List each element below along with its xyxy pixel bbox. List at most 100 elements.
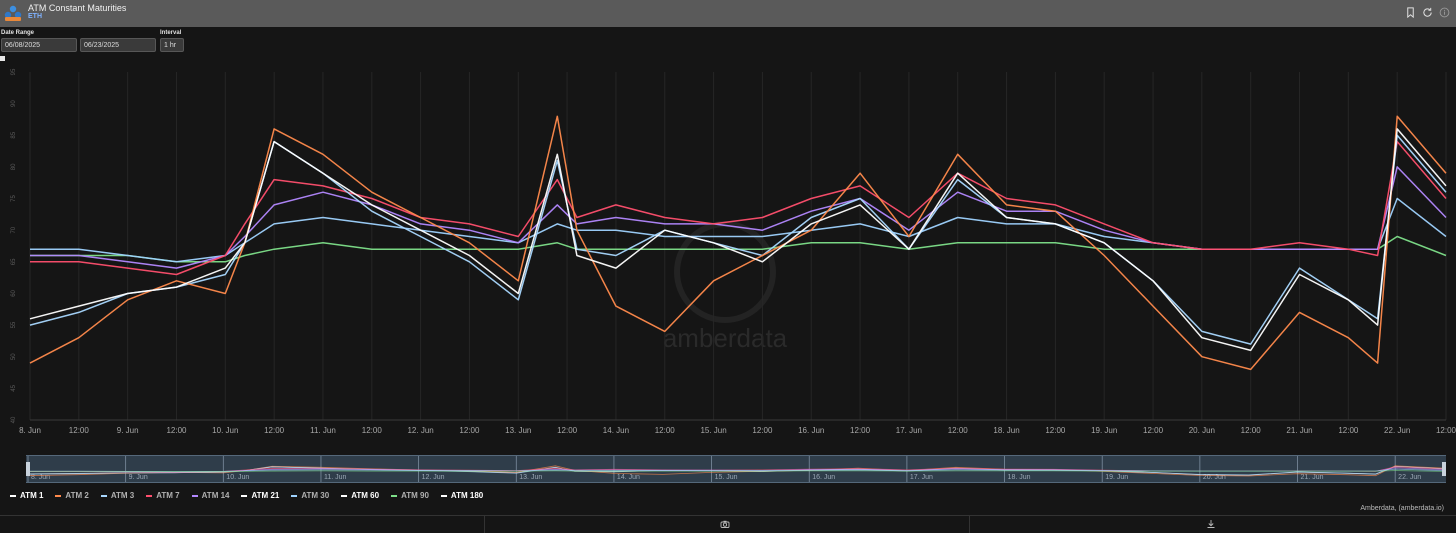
page-title: ATM Constant Maturities	[28, 3, 127, 13]
interval-select[interactable]: 1 hr	[160, 38, 184, 52]
navigator-series-atm-90	[28, 470, 1445, 473]
y-tick-label: 75	[11, 195, 17, 202]
x-tick-label: 22. Jun	[1384, 426, 1410, 435]
camera-icon[interactable]	[720, 519, 730, 529]
navigator-tick-label: 20. Jun	[1203, 474, 1226, 481]
legend-item-atm-21[interactable]: ATM 21	[241, 491, 279, 500]
y-tick-label: 55	[11, 321, 17, 328]
x-tick-label: 14. Jun	[603, 426, 629, 435]
legend-label: ATM 180	[450, 491, 484, 500]
legend-label: ATM 2	[65, 491, 89, 500]
watermark-logo	[674, 221, 776, 323]
x-tick-label: 12:00	[850, 426, 871, 435]
reset-zoom-handle[interactable]	[0, 56, 5, 61]
y-tick-label: 90	[11, 100, 17, 107]
y-tick-label: 80	[11, 163, 17, 170]
x-tick-label: 12:00	[264, 426, 285, 435]
navigator-tick-label: 10. Jun	[226, 474, 249, 481]
legend-swatch	[55, 494, 62, 497]
download-icon[interactable]	[1206, 519, 1216, 529]
bottom-toolbar	[0, 515, 1456, 533]
interval-label: Interval	[160, 30, 182, 36]
navigator-tick-label: 22. Jun	[1398, 474, 1421, 481]
x-tick-label: 12:00	[69, 426, 90, 435]
y-tick-label: 95	[11, 68, 17, 75]
x-tick-label: 13. Jun	[505, 426, 531, 435]
x-tick-label: 12:00	[655, 426, 676, 435]
download-cell[interactable]	[970, 516, 1456, 533]
refresh-icon[interactable]	[1422, 7, 1433, 18]
legend-label: ATM 60	[351, 491, 380, 500]
x-tick-label: 12:00	[948, 426, 969, 435]
navigator-tick-label: 9. Jun	[129, 474, 148, 481]
legend-item-atm-3[interactable]: ATM 3	[100, 491, 134, 500]
asset-subtitle: ETH	[28, 13, 42, 20]
legend-item-atm-14[interactable]: ATM 14	[191, 491, 230, 500]
date-range-label: Date Range	[1, 30, 35, 36]
navigator-tick-label: 8. Jun	[31, 474, 50, 481]
legend: ATM 1 ATM 2 ATM 3 ATM 7 ATM 14 ATM 21 AT…	[10, 491, 483, 500]
bottom-cell	[0, 516, 485, 533]
legend-item-atm-90[interactable]: ATM 90	[391, 491, 429, 500]
legend-label: ATM 14	[201, 491, 230, 500]
x-tick-label: 15. Jun	[700, 426, 726, 435]
y-tick-label: 70	[11, 226, 17, 233]
legend-label: ATM 30	[301, 491, 330, 500]
navigator[interactable]: 8. Jun 9. Jun 10. Jun 11. Jun 12. Jun 13. Jun…	[26, 455, 1446, 483]
legend-swatch	[341, 494, 348, 497]
legend-swatch	[146, 494, 153, 497]
y-tick-label: 40	[11, 416, 17, 423]
y-tick-label: 65	[11, 258, 17, 265]
navigator-tick-label: 21. Jun	[1301, 474, 1324, 481]
legend-label: ATM 1	[20, 491, 44, 500]
legend-swatch	[10, 494, 16, 497]
navigator-tick-label: 19. Jun	[1105, 474, 1128, 481]
legend-item-atm-2[interactable]: ATM 2	[55, 491, 89, 500]
x-tick-label: 21. Jun	[1286, 426, 1312, 435]
main-chart: amberdata 8. Jun 12:00 9. Jun 12:00 10. Jun 12…	[11, 68, 1456, 435]
x-tick-label: 12:00	[459, 426, 480, 435]
legend-item-atm-1[interactable]: ATM 1	[10, 491, 43, 500]
x-tick-label: 10. Jun	[212, 426, 238, 435]
legend-label: ATM 90	[401, 491, 429, 500]
navigator-right-handle	[1442, 462, 1446, 476]
legend-item-atm-7[interactable]: ATM 7	[146, 491, 180, 500]
x-tick-label: 9. Jun	[117, 426, 139, 435]
x-tick-label: 12:00	[166, 426, 187, 435]
info-icon[interactable]	[1439, 7, 1450, 18]
credit-text: Amberdata, (amberdata.io)	[1360, 505, 1444, 512]
x-tick-label: 12. Jun	[407, 426, 433, 435]
bookmark-icon[interactable]	[1405, 7, 1416, 18]
x-tick-label: 18. Jun	[993, 426, 1019, 435]
navigator-tick-label: 14. Jun	[617, 474, 640, 481]
legend-label: ATM 21	[251, 491, 280, 500]
end-date-input[interactable]: 06/23/2025	[80, 38, 156, 52]
start-date-input[interactable]: 06/08/2025	[1, 38, 77, 52]
navigator-left-handle	[26, 462, 30, 476]
series-line-atm-2	[29, 115, 1447, 371]
navigator-tick-label: 16. Jun	[812, 474, 835, 481]
legend-swatch	[391, 494, 398, 497]
x-tick-label: 11. Jun	[310, 426, 336, 435]
y-tick-label: 85	[11, 131, 17, 138]
navigator-tick-label: 15. Jun	[715, 474, 738, 481]
legend-item-atm-30[interactable]: ATM 30	[291, 491, 329, 500]
screenshot-cell[interactable]	[485, 516, 970, 533]
x-tick-label: 12:00	[752, 426, 773, 435]
series-line-atm-7	[30, 140, 1447, 276]
x-tick-label: 20. Jun	[1189, 426, 1215, 435]
legend-swatch	[191, 494, 198, 497]
x-tick-label: 12:00	[1436, 426, 1456, 435]
x-tick-label: 12:00	[1143, 426, 1164, 435]
legend-swatch	[100, 494, 107, 497]
legend-swatch	[291, 494, 298, 497]
x-tick-label: 12:00	[1241, 426, 1262, 435]
y-tick-label: 50	[11, 353, 17, 360]
navigator-tick-label: 12. Jun	[422, 474, 445, 481]
toolbar-icons	[1405, 7, 1450, 18]
x-tick-label: 8. Jun	[19, 426, 41, 435]
x-tick-label: 12:00	[1338, 426, 1359, 435]
legend-swatch	[241, 494, 248, 497]
legend-item-atm-180[interactable]: ATM 180	[440, 491, 484, 500]
legend-item-atm-60[interactable]: ATM 60	[341, 491, 379, 500]
